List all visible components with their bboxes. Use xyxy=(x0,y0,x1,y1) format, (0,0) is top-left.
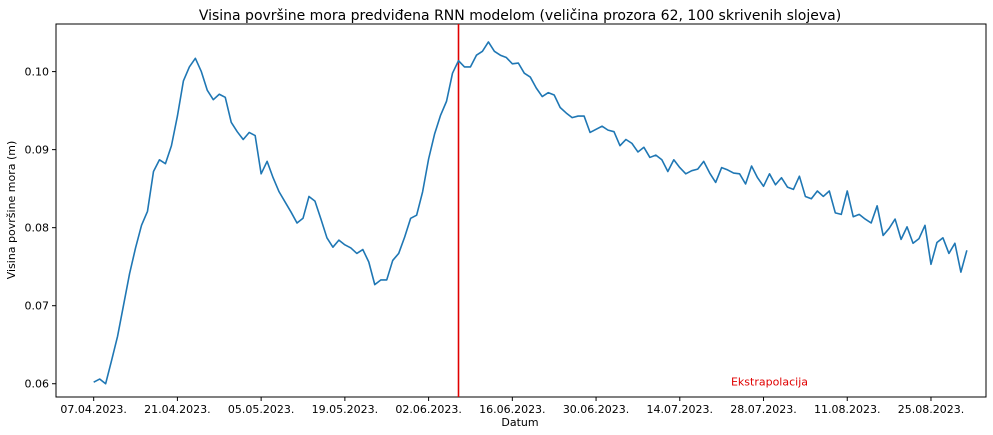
x-tick-label: 05.05.2023. xyxy=(228,403,294,416)
plot-frame xyxy=(55,23,987,398)
x-tick-label: 11.08.2023. xyxy=(814,403,880,416)
x-axis: 07.04.2023. 21.04.2023. 05.05.2023. 19.05.2… xyxy=(60,397,964,416)
y-axis: 0.06 0.07 0.08 0.09 0.10 xyxy=(25,66,56,391)
x-tick-label: 25.08.2023. xyxy=(898,403,964,416)
x-tick-label: 30.06.2023. xyxy=(563,403,629,416)
x-tick-label: 28.07.2023. xyxy=(730,403,796,416)
chart-title: Visina površine mora predviđena RNN mode… xyxy=(199,8,841,24)
x-tick-label: 14.07.2023. xyxy=(647,403,713,416)
x-tick-label: 07.04.2023. xyxy=(60,403,126,416)
x-tick-label: 19.05.2023. xyxy=(312,403,378,416)
x-tick-label: 02.06.2023. xyxy=(395,403,461,416)
y-axis-label: Visina površine mora (m) xyxy=(5,141,18,280)
extrapolation-label: Ekstrapolacija xyxy=(731,375,808,388)
y-tick-label: 0.07 xyxy=(25,300,50,313)
y-tick-label: 0.09 xyxy=(25,144,50,157)
y-tick-label: 0.08 xyxy=(25,222,50,235)
sea-level-line xyxy=(93,41,968,385)
x-axis-label: Datum xyxy=(501,416,538,429)
x-tick-label: 16.06.2023. xyxy=(479,403,545,416)
x-tick-label: 21.04.2023. xyxy=(144,403,210,416)
y-tick-label: 0.10 xyxy=(25,66,50,79)
y-tick-label: 0.06 xyxy=(25,378,50,391)
